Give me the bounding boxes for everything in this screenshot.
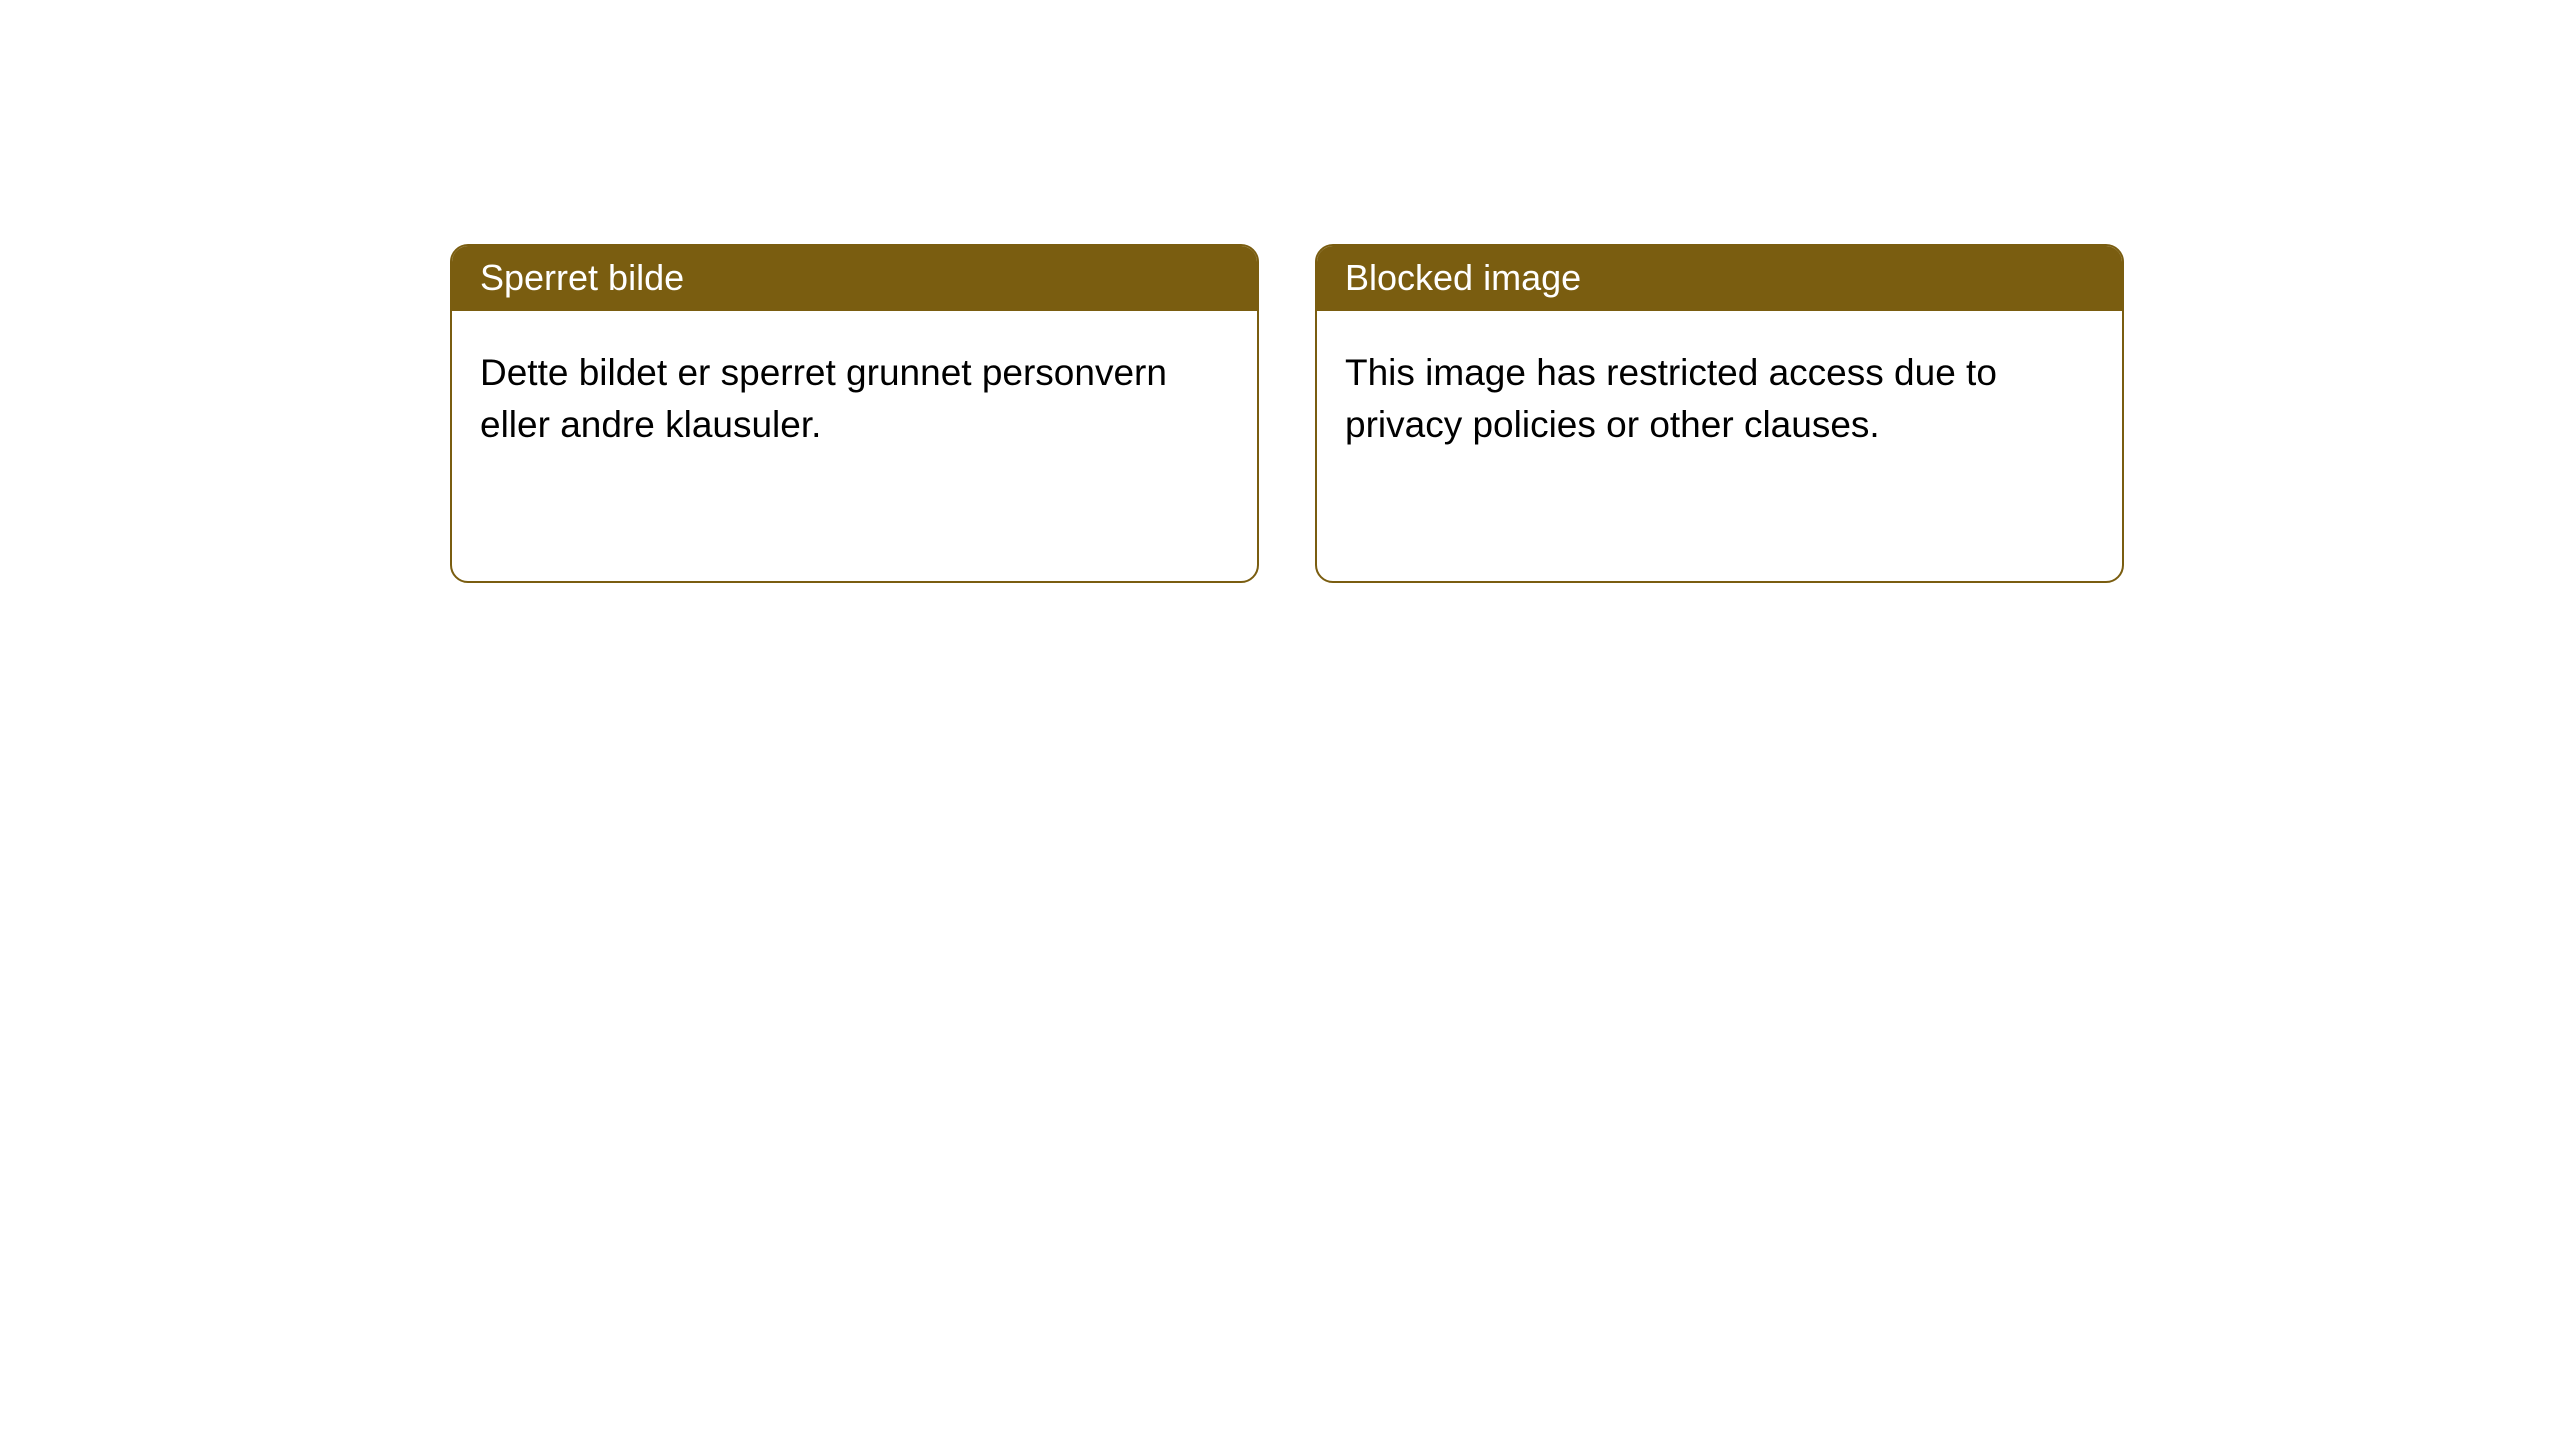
notice-body-norwegian: Dette bildet er sperret grunnet personve… <box>452 311 1257 581</box>
notice-card-norwegian: Sperret bilde Dette bildet er sperret gr… <box>450 244 1259 583</box>
notice-title-norwegian: Sperret bilde <box>452 246 1257 311</box>
notice-body-english: This image has restricted access due to … <box>1317 311 2122 581</box>
notice-container: Sperret bilde Dette bildet er sperret gr… <box>0 0 2560 583</box>
notice-card-english: Blocked image This image has restricted … <box>1315 244 2124 583</box>
notice-title-english: Blocked image <box>1317 246 2122 311</box>
